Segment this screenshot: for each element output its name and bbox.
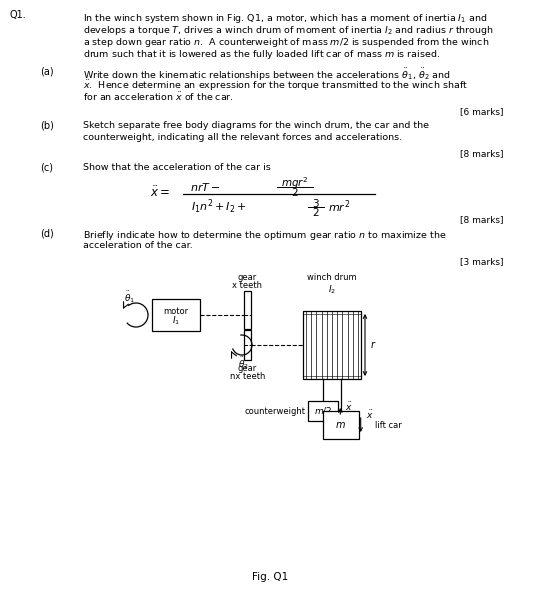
Bar: [308, 401, 338, 421]
Text: $m/2$: $m/2$: [314, 405, 333, 417]
Text: x teeth: x teeth: [233, 281, 262, 290]
Text: winch drum: winch drum: [307, 273, 357, 282]
Text: $\ddot{x}$: $\ddot{x}$: [366, 409, 373, 421]
Text: gear: gear: [238, 364, 257, 373]
Bar: [244, 291, 251, 329]
Bar: [244, 330, 251, 360]
Text: $\ddot{x}=$: $\ddot{x}=$: [150, 186, 170, 200]
Text: (d): (d): [40, 229, 54, 239]
Text: for an acceleration $\ddot{x}$ of the car.: for an acceleration $\ddot{x}$ of the ca…: [83, 91, 234, 103]
Text: $mr^2$: $mr^2$: [328, 199, 350, 215]
Text: Write down the kinematic relationships between the accelerations $\ddot{\theta}_: Write down the kinematic relationships b…: [83, 67, 450, 83]
Text: $2$: $2$: [312, 206, 320, 218]
Text: $3$: $3$: [312, 197, 320, 209]
Text: $nrT -$: $nrT -$: [190, 181, 221, 193]
Text: $\ddot{\theta}_1$: $\ddot{\theta}_1$: [124, 289, 136, 305]
Text: gear: gear: [238, 273, 257, 282]
Text: nx teeth: nx teeth: [230, 372, 265, 381]
Text: $m$: $m$: [335, 420, 346, 430]
Text: Q1.: Q1.: [10, 10, 27, 20]
Text: $\ddot{\theta}_2$: $\ddot{\theta}_2$: [239, 355, 249, 371]
Text: $mgr^2$: $mgr^2$: [281, 175, 309, 191]
Text: [3 marks]: [3 marks]: [460, 257, 503, 266]
Bar: [303, 311, 361, 379]
Text: develops a torque $T$, drives a winch drum of moment of inertia $I_2$ and radius: develops a torque $T$, drives a winch dr…: [83, 24, 494, 37]
Text: $I_1$: $I_1$: [172, 315, 180, 327]
Text: $\ddot{x}$: $\ddot{x}$: [345, 401, 353, 413]
Text: $\ddot{x}$.  Hence determine an expression for the torque transmitted to the win: $\ddot{x}$. Hence determine an expressio…: [83, 79, 468, 93]
Text: a step down gear ratio $n$.  A counterweight of mass $m/2$ is suspended from the: a step down gear ratio $n$. A counterwei…: [83, 36, 489, 49]
Text: drum such that it is lowered as the fully loaded lift car of mass $m$ is raised.: drum such that it is lowered as the full…: [83, 48, 440, 61]
Text: $2$: $2$: [291, 186, 299, 198]
Text: (c): (c): [40, 163, 53, 173]
Text: [6 marks]: [6 marks]: [460, 107, 503, 116]
Text: counterweight, indicating all the relevant forces and accelerations.: counterweight, indicating all the releva…: [83, 133, 402, 142]
Text: In the winch system shown in Fig. Q1, a motor, which has a moment of inertia $I_: In the winch system shown in Fig. Q1, a …: [83, 12, 487, 25]
Text: Show that the acceleration of the car is: Show that the acceleration of the car is: [83, 163, 271, 172]
Text: motor: motor: [164, 307, 188, 316]
Text: Fig. Q1: Fig. Q1: [252, 572, 288, 582]
Text: $r$: $r$: [370, 339, 376, 350]
Text: [8 marks]: [8 marks]: [460, 149, 503, 158]
Text: counterweight: counterweight: [244, 407, 305, 415]
Text: acceleration of the car.: acceleration of the car.: [83, 241, 193, 250]
Bar: [152, 299, 200, 331]
Bar: [323, 411, 359, 439]
Text: $I_1 n^2 + I_2 +$: $I_1 n^2 + I_2 +$: [191, 198, 247, 216]
Text: lift car: lift car: [375, 421, 401, 430]
Text: $I_2$: $I_2$: [328, 283, 336, 296]
Text: [8 marks]: [8 marks]: [460, 215, 503, 224]
Text: Briefly indicate how to determine the optimum gear ratio $n$ to maximize the: Briefly indicate how to determine the op…: [83, 229, 447, 242]
Text: (a): (a): [40, 67, 53, 77]
Text: (b): (b): [40, 121, 54, 131]
Text: Sketch separate free body diagrams for the winch drum, the car and the: Sketch separate free body diagrams for t…: [83, 121, 429, 130]
